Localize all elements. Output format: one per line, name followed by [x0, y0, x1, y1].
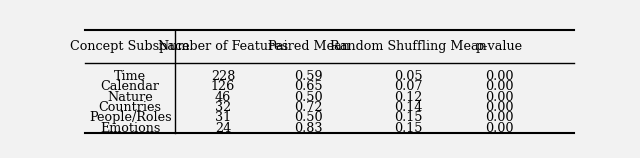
Text: 0.00: 0.00	[484, 122, 513, 135]
Text: 0.14: 0.14	[394, 101, 423, 114]
Text: Time: Time	[114, 70, 146, 83]
Text: 0.72: 0.72	[294, 101, 323, 114]
Text: 0.15: 0.15	[394, 122, 423, 135]
Text: 31: 31	[215, 111, 231, 124]
Text: 46: 46	[215, 91, 231, 104]
Text: 0.50: 0.50	[294, 91, 323, 104]
Text: 0.15: 0.15	[394, 111, 423, 124]
Text: 0.83: 0.83	[294, 122, 323, 135]
Text: 32: 32	[215, 101, 231, 114]
Text: 0.00: 0.00	[484, 91, 513, 104]
Text: People/Roles: People/Roles	[89, 111, 172, 124]
Text: Concept Subspace: Concept Subspace	[70, 40, 190, 53]
Text: 0.07: 0.07	[394, 80, 423, 93]
Text: 0.50: 0.50	[294, 111, 323, 124]
Text: Countries: Countries	[99, 101, 162, 114]
Text: 0.05: 0.05	[394, 70, 423, 83]
Text: 0.12: 0.12	[394, 91, 423, 104]
Text: Paired Mean: Paired Mean	[268, 40, 349, 53]
Text: 228: 228	[211, 70, 235, 83]
Text: Nature: Nature	[108, 91, 153, 104]
Text: p-value: p-value	[476, 40, 523, 53]
Text: 0.00: 0.00	[484, 70, 513, 83]
Text: 24: 24	[215, 122, 231, 135]
Text: 0.00: 0.00	[484, 101, 513, 114]
Text: 0.00: 0.00	[484, 80, 513, 93]
Text: 0.59: 0.59	[294, 70, 323, 83]
Text: Emotions: Emotions	[100, 122, 161, 135]
Text: 126: 126	[211, 80, 235, 93]
Text: Number of Features: Number of Features	[158, 40, 288, 53]
Text: 0.65: 0.65	[294, 80, 323, 93]
Text: Random Shuffling Mean: Random Shuffling Mean	[330, 40, 487, 53]
Text: Calendar: Calendar	[100, 80, 159, 93]
Text: 0.00: 0.00	[484, 111, 513, 124]
